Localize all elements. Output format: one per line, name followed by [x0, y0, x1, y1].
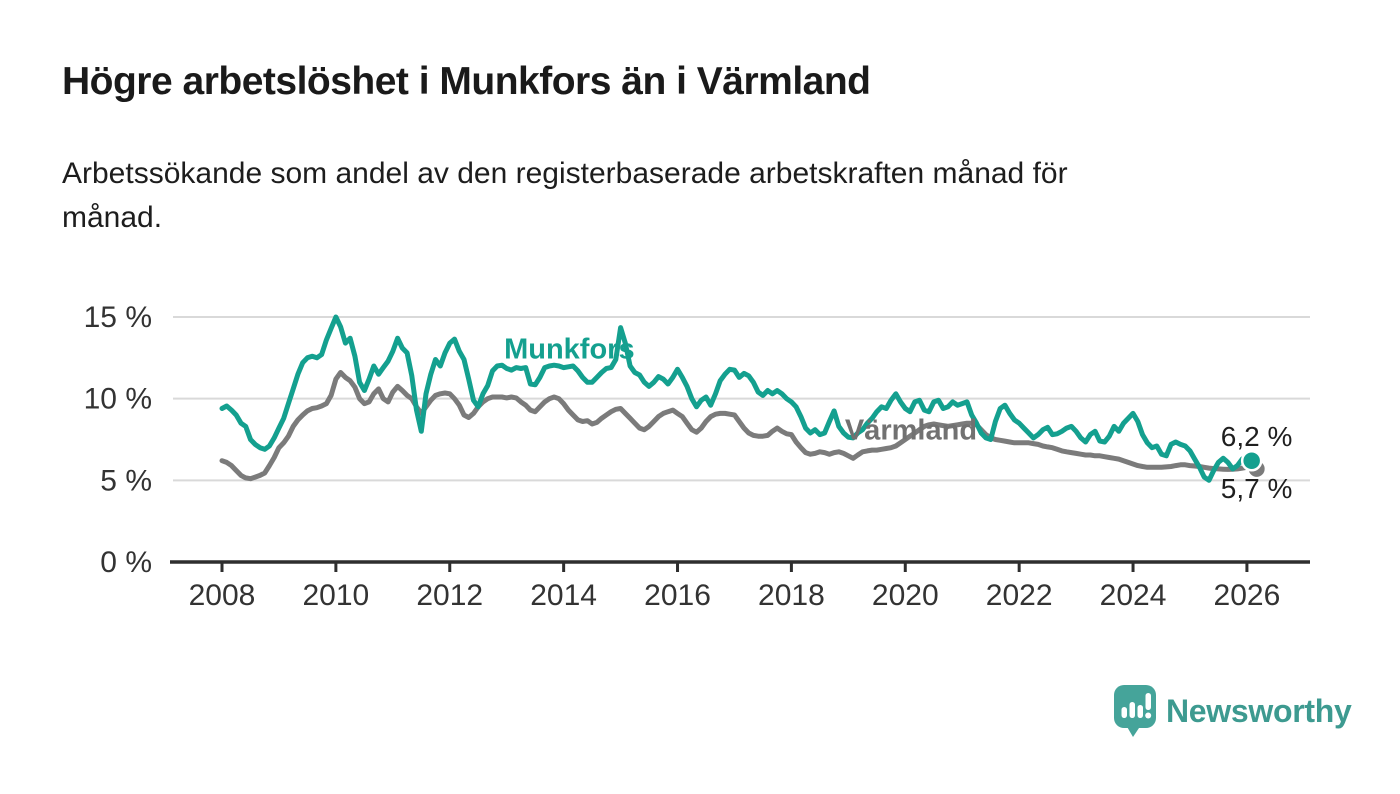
newsworthy-logo: Newsworthy — [1113, 684, 1352, 738]
x-tick-label: 2010 — [303, 579, 370, 612]
chart-subtitle: Arbetssökande som andel av den registerb… — [62, 157, 1068, 234]
x-tick-label: 2016 — [644, 579, 711, 612]
chart-title: Högre arbetslöshet i Munkfors än i Värml… — [62, 60, 871, 103]
y-tick-label: 0 % — [100, 546, 152, 579]
newsworthy-logo-icon — [1114, 685, 1156, 737]
x-tick-label: 2026 — [1214, 579, 1281, 612]
x-tick-label: 2024 — [1100, 579, 1167, 612]
x-tick-label: 2008 — [189, 579, 256, 612]
x-tick-label: 2022 — [986, 579, 1053, 612]
x-tick-label: 2018 — [758, 579, 825, 612]
y-tick-label: 5 % — [100, 464, 152, 497]
end-value-label-varmland: 5,7 % — [1220, 472, 1293, 504]
series-label-varmland: Värmland — [844, 414, 978, 447]
y-tick-label: 15 % — [84, 301, 152, 334]
x-tick-label: 2014 — [530, 579, 597, 612]
series-line-munkfors — [219, 314, 1255, 483]
end-value-label-munkfors: 6,2 % — [1220, 421, 1293, 453]
series-label-munkfors: Munkfors — [504, 333, 635, 366]
end-dot-munkfors — [1240, 449, 1263, 472]
x-tick-label: 2012 — [416, 579, 483, 612]
series-line-vrmland — [219, 370, 1255, 482]
newsworthy-logo-text: Newsworthy — [1166, 692, 1352, 729]
x-tick-label: 2020 — [872, 579, 939, 612]
y-tick-label: 10 % — [84, 383, 152, 416]
